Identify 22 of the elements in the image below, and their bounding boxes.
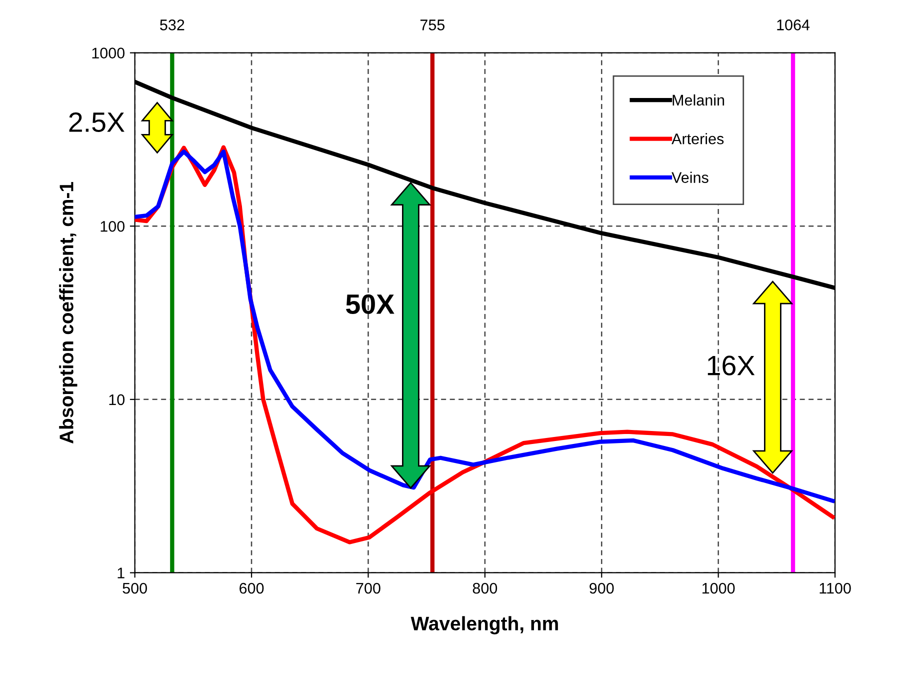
y-tick-label: 10 <box>109 394 125 406</box>
ref-line-label: 1064 <box>777 20 810 30</box>
ref-line-label: 755 <box>420 20 445 30</box>
y-axis-title: Absorption coefficient, cm-1 <box>59 182 78 444</box>
legend-label: Veins <box>672 172 708 183</box>
legend-label: Melanin <box>672 94 724 106</box>
text: 2.5X <box>69 112 124 132</box>
y-tick-label: 1 <box>118 568 124 578</box>
x-axis-title: Wavelength, nm <box>410 616 558 634</box>
x-tick-label: 800 <box>472 582 498 594</box>
x-tick-label: 1000 <box>702 582 735 594</box>
x-tick-label: 600 <box>240 582 264 594</box>
ref-line-label: 532 <box>160 20 184 30</box>
x-tick-label: 900 <box>590 582 614 594</box>
y-tick-label: 100 <box>100 220 125 232</box>
y-tick-label: 1000 <box>92 48 125 58</box>
legend-label: Arteries <box>672 133 724 144</box>
x-tick-label: 700 <box>356 582 380 594</box>
annotation: 16X <box>708 356 755 376</box>
x-tick-label: 1100 <box>820 582 851 594</box>
annotation: 50X <box>346 294 394 314</box>
x-tick-label: 500 <box>122 582 147 594</box>
